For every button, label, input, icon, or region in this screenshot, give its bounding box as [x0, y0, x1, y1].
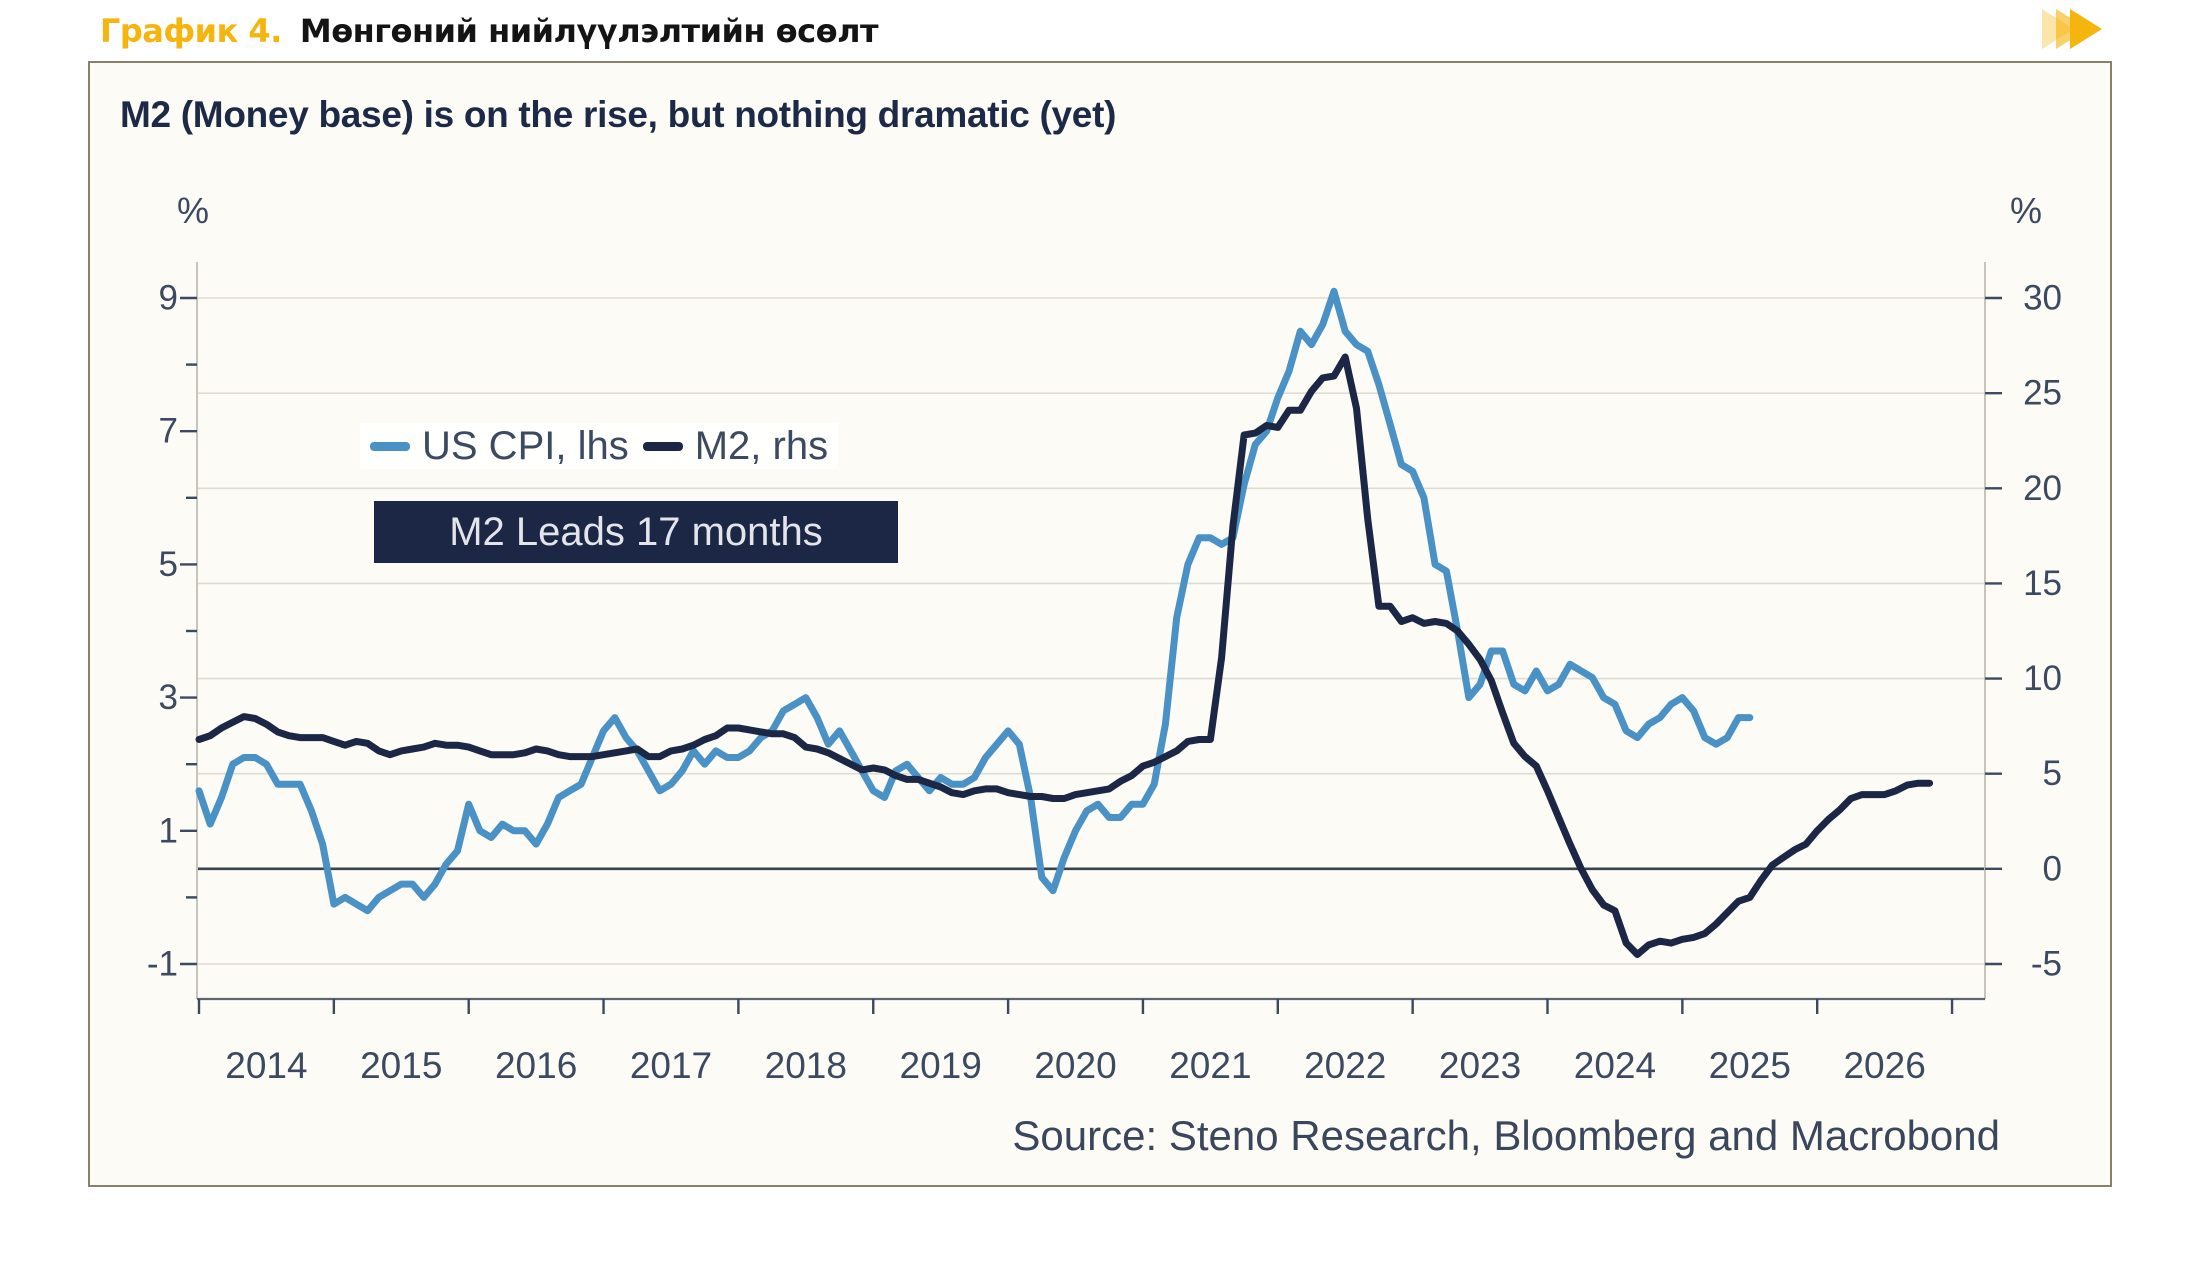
cpi-line-swatch — [370, 441, 410, 451]
x-axis-year-label: 2022 — [1304, 1045, 1386, 1086]
right-axis-tick-label: 5 — [2043, 754, 2062, 793]
legend-item-m2: M2, rhs — [642, 423, 829, 469]
x-axis-year-label: 2021 — [1169, 1045, 1251, 1086]
right-axis-tick-label: 20 — [2023, 469, 2062, 508]
x-axis-year-label: 2020 — [1034, 1045, 1116, 1086]
annotation-box: M2 Leads 17 months — [374, 501, 898, 563]
right-axis-tick-label: 0 — [2043, 849, 2062, 888]
left-axis-tick-label: 9 — [159, 279, 178, 318]
x-axis-year-label: 2026 — [1843, 1045, 1925, 1086]
left-axis-tick-label: 3 — [159, 678, 178, 717]
x-axis-year-label: 2024 — [1574, 1045, 1656, 1086]
figure-title: Мөнгөний нийлүүлэлтийн өсөлт — [299, 12, 879, 50]
m2-line — [195, 353, 1934, 958]
right-axis-tick-label: 30 — [2023, 279, 2062, 318]
left-axis-unit: % — [176, 190, 209, 231]
page-header: График 4. Мөнгөний нийлүүлэлтийн өсөлт — [100, 12, 879, 50]
right-axis-unit: % — [2009, 190, 2042, 231]
left-axis-tick-label: -1 — [147, 945, 178, 984]
right-axis-tick-label: -5 — [2031, 945, 2062, 984]
left-axis-tick-label: 1 — [159, 811, 178, 850]
right-axis-tick-label: 25 — [2023, 374, 2062, 413]
x-axis-year-label: 2016 — [495, 1045, 577, 1086]
triple-arrow-icon — [2042, 8, 2102, 50]
legend-label-cpi: US CPI, lhs — [422, 423, 629, 468]
x-axis-year-label: 2023 — [1439, 1045, 1521, 1086]
chart-legend: US CPI, lhs M2, rhs — [360, 423, 839, 469]
cpi-line — [195, 287, 1754, 915]
left-axis-tick-label: 7 — [159, 412, 178, 451]
right-axis-tick-label: 10 — [2023, 659, 2062, 698]
x-axis-year-label: 2014 — [225, 1045, 307, 1086]
x-axis-year-label: 2015 — [360, 1045, 442, 1086]
x-axis-year-label: 2025 — [1709, 1045, 1791, 1086]
left-axis-tick-label: 5 — [159, 545, 178, 584]
source-text: Source: Steno Research, Bloomberg and Ma… — [1012, 1112, 2000, 1159]
m2-line-swatch — [642, 441, 683, 451]
legend-item-cpi: US CPI, lhs — [370, 424, 629, 469]
right-axis-tick-label: 15 — [2023, 564, 2062, 603]
x-axis-year-label: 2017 — [630, 1045, 712, 1086]
chart-title: M2 (Money base) is on the rise, but noth… — [120, 94, 1117, 135]
legend-label-m2: M2, rhs — [694, 423, 829, 468]
x-axis-year-label: 2019 — [900, 1045, 982, 1086]
x-axis-year-label: 2018 — [765, 1045, 847, 1086]
figure-tag: График 4. — [100, 12, 282, 50]
